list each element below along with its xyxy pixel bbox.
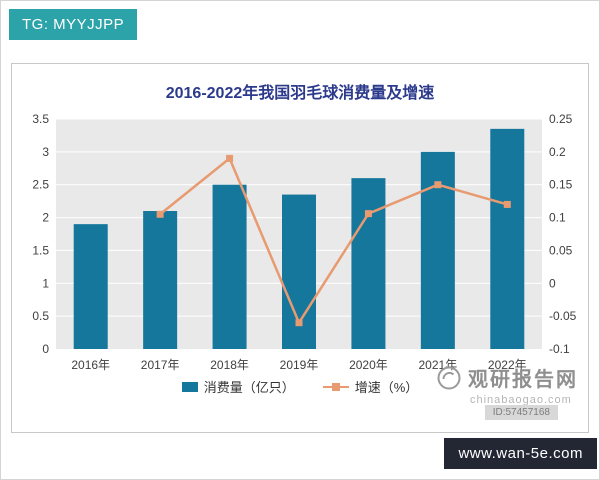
tg-badge: TG: MYYJJPP bbox=[9, 9, 138, 40]
svg-text:0: 0 bbox=[549, 276, 556, 290]
watermark-site-name: 观研报告网 bbox=[468, 369, 578, 391]
svg-text:0: 0 bbox=[42, 342, 49, 356]
bar-swatch-icon bbox=[181, 381, 198, 392]
svg-text:3.5: 3.5 bbox=[32, 112, 49, 126]
svg-text:-0.05: -0.05 bbox=[549, 309, 577, 323]
svg-text:-0.1: -0.1 bbox=[549, 342, 570, 356]
svg-text:1.5: 1.5 bbox=[32, 243, 49, 257]
legend-item-growth: 增速（%） bbox=[322, 377, 419, 396]
svg-text:2020年: 2020年 bbox=[349, 358, 388, 372]
svg-text:2018年: 2018年 bbox=[210, 358, 249, 372]
svg-text:0.1: 0.1 bbox=[549, 211, 566, 225]
svg-text:2017年: 2017年 bbox=[141, 358, 180, 372]
chart-title: 2016-2022年我国羽毛球消费量及增速 bbox=[165, 85, 435, 102]
legend-label: 消费量（亿只） bbox=[203, 380, 295, 395]
svg-text:2.5: 2.5 bbox=[32, 178, 49, 192]
svg-text:1: 1 bbox=[42, 276, 49, 290]
site-url-badge: www.wan-5e.com bbox=[444, 438, 597, 469]
svg-text:2019年: 2019年 bbox=[280, 358, 319, 372]
svg-text:0.5: 0.5 bbox=[32, 309, 49, 323]
watermark-logo-icon bbox=[437, 366, 461, 389]
legend-item-consumption: 消费量（亿只） bbox=[181, 377, 295, 396]
svg-text:0.25: 0.25 bbox=[549, 112, 573, 126]
svg-text:0.05: 0.05 bbox=[549, 243, 573, 257]
svg-text:0.15: 0.15 bbox=[549, 178, 573, 192]
svg-text:3: 3 bbox=[42, 145, 49, 159]
chart-panel: 2016-2022年我国羽毛球消费量及增速 0 0.5 1 1.5 2 2.5 3 3.5 -0… bbox=[11, 63, 589, 433]
line-swatch-icon bbox=[322, 382, 349, 391]
legend-label: 增速（%） bbox=[354, 380, 419, 395]
svg-text:2: 2 bbox=[42, 211, 49, 225]
watermark-site-url: chinabaogao.com bbox=[470, 394, 572, 406]
chart-plot: 0 0.5 1 1.5 2 2.5 3 3.5 -0.1 -0.05 0 0.05 0.1 0.15 0.2… bbox=[32, 112, 577, 372]
svg-text:2022年: 2022年 bbox=[488, 358, 527, 372]
svg-text:2016年: 2016年 bbox=[71, 358, 110, 372]
svg-text:2021年: 2021年 bbox=[419, 358, 458, 372]
svg-text:0.2: 0.2 bbox=[549, 145, 566, 159]
watermark: 观研报告网 chinabaogao.com bbox=[436, 363, 578, 406]
chart-legend: 消费量（亿只） 增速（%） bbox=[12, 377, 588, 396]
watermark-id: ID:57457168 bbox=[484, 405, 558, 420]
